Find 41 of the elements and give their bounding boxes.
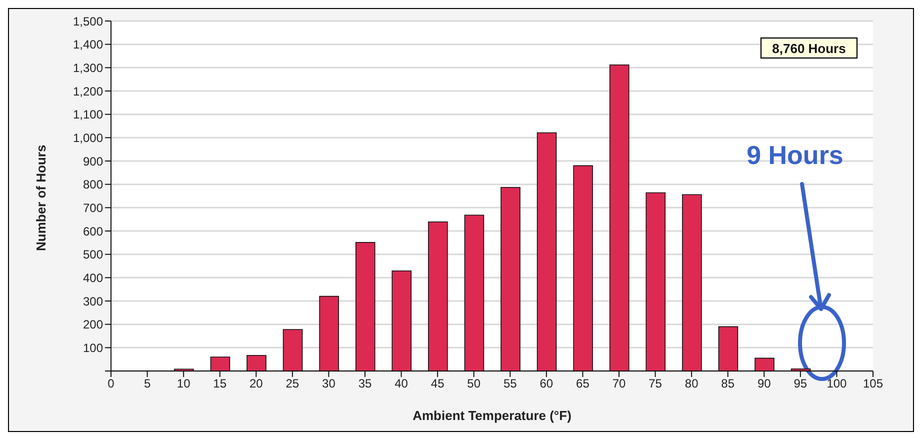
y-tick-label: 200: [82, 318, 104, 332]
x-tick-label: 0: [108, 376, 115, 391]
x-tick-label: 70: [612, 376, 626, 391]
x-tick-label: 65: [576, 376, 590, 391]
x-tick-label: 60: [540, 376, 554, 391]
x-tick-label: 20: [249, 376, 264, 391]
x-tick-label: 40: [394, 376, 408, 391]
annotation: 9 Hours: [746, 140, 844, 170]
y-tick-label: 500: [82, 248, 104, 262]
y-tick-label: 1,000: [72, 130, 104, 145]
x-tick-label: 100: [826, 376, 848, 391]
y-tick-label: 1,500: [72, 14, 104, 28]
x-tick-label: 35: [358, 376, 372, 391]
x-tick-label: 85: [721, 376, 735, 391]
x-tick-label: 45: [430, 376, 445, 391]
x-tick-label: 15: [213, 376, 227, 391]
y-tick-label: 800: [82, 178, 104, 192]
x-tick-label: 105: [862, 376, 884, 391]
x-tick-label: 25: [286, 376, 300, 391]
x-tick-label: 75: [648, 376, 662, 391]
x-tick-label: 95: [794, 376, 808, 391]
y-tick-label: 1,300: [72, 60, 104, 75]
x-tick-label: 90: [757, 376, 772, 391]
y-axis-title: Number of Hours: [34, 144, 49, 251]
y-tick-label: 900: [82, 154, 104, 168]
y-tick-label: 400: [82, 270, 104, 285]
x-tick-label: 5: [144, 376, 151, 391]
y-tick-label: 1,200: [72, 84, 104, 98]
y-tick-label: 300: [82, 294, 104, 308]
y-tick-label: 600: [82, 224, 104, 238]
x-tick-label: 50: [467, 376, 481, 391]
annotation: 8,760 Hours: [772, 41, 846, 56]
x-tick-label: 30: [322, 376, 336, 391]
y-tick-label: 700: [82, 200, 104, 215]
x-tick-label: 10: [176, 376, 191, 391]
x-tick-label: 80: [684, 376, 699, 391]
y-tick-label: 1,400: [72, 38, 104, 52]
y-tick-label: 1,100: [72, 108, 104, 122]
x-axis-title: Ambient Temperature (°F): [412, 408, 572, 423]
x-tick-label: 55: [503, 376, 518, 391]
y-tick-label: 100: [82, 340, 104, 355]
